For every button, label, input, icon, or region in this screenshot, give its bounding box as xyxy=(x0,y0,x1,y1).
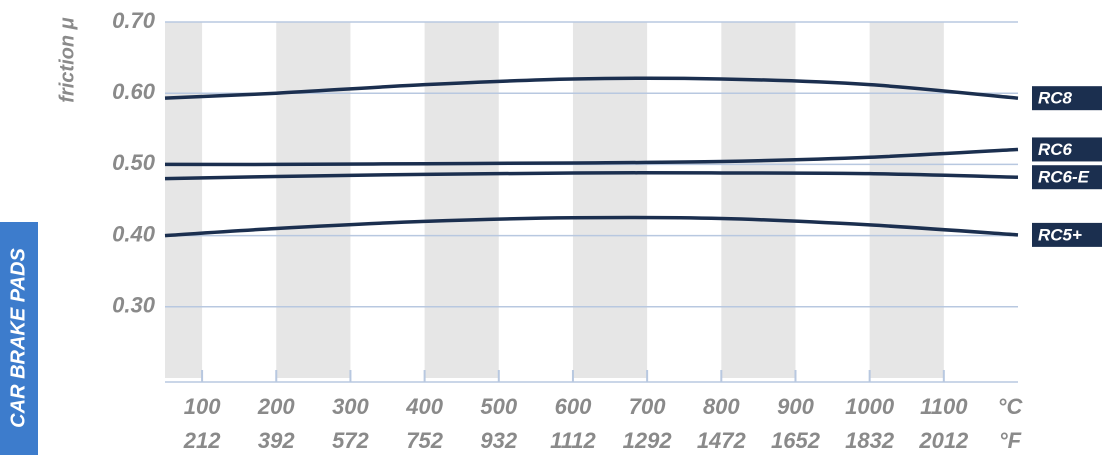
x-unit: °C xyxy=(998,394,1024,419)
x-tick-label: 500 xyxy=(480,394,517,419)
side-label: CAR BRAKE PADS xyxy=(7,248,29,428)
band xyxy=(165,22,203,378)
series-line xyxy=(164,147,1019,167)
x-tick-label: 900 xyxy=(777,394,814,419)
legend-label: RC6 xyxy=(1038,140,1073,159)
x-tick-label: 700 xyxy=(629,394,666,419)
x-tick-label: 300 xyxy=(332,394,369,419)
x-tick-label-fahrenheit: 2012 xyxy=(918,428,969,453)
x-tick-label: 400 xyxy=(405,394,443,419)
x-tick-label-fahrenheit: 1292 xyxy=(623,428,673,453)
y-tick-label: 0.50 xyxy=(112,150,156,175)
legend-box xyxy=(1032,86,1102,111)
band xyxy=(276,22,351,378)
x-tick-label-fahrenheit: 572 xyxy=(332,428,369,453)
x-tick-label: 200 xyxy=(257,394,295,419)
y-tick-label: 0.40 xyxy=(112,221,156,246)
x-tick-label-fahrenheit: 1652 xyxy=(771,428,821,453)
y-tick-label: 0.60 xyxy=(112,79,156,104)
legend-label: RC6-E xyxy=(1038,168,1090,187)
x-tick-label-fahrenheit: 212 xyxy=(183,428,221,453)
x-tick-label-fahrenheit: 752 xyxy=(406,428,443,453)
x-tick-label: 1000 xyxy=(845,394,895,419)
band xyxy=(869,22,944,378)
x2-unit: °F xyxy=(999,428,1022,453)
legend-label: RC5+ xyxy=(1038,225,1082,244)
legend-label: RC8 xyxy=(1038,89,1073,108)
y-tick-label: 0.30 xyxy=(112,293,156,318)
y-axis-label: friction μ xyxy=(56,17,78,102)
x-tick-label-fahrenheit: 1832 xyxy=(845,428,895,453)
band xyxy=(721,22,796,378)
series-line xyxy=(164,215,1019,238)
band xyxy=(572,22,648,378)
legend-box xyxy=(1032,137,1102,162)
x-tick-label: 600 xyxy=(555,394,592,419)
band xyxy=(424,22,499,378)
y-tick-label: 0.70 xyxy=(112,8,156,33)
series-line xyxy=(164,171,1019,181)
x-tick-label-fahrenheit: 392 xyxy=(258,428,295,453)
x-tick-label-fahrenheit: 1472 xyxy=(697,428,747,453)
legend-box xyxy=(1032,222,1102,247)
x-tick-label-fahrenheit: 1112 xyxy=(550,428,596,453)
x-tick-label: 1100 xyxy=(920,394,968,419)
series-line xyxy=(164,76,1019,100)
x-tick-label-fahrenheit: 932 xyxy=(480,428,517,453)
legend-box xyxy=(1032,165,1102,190)
x-tick-label: 100 xyxy=(184,394,221,419)
side-label-box xyxy=(0,222,38,455)
x-tick-label: 800 xyxy=(703,394,740,419)
